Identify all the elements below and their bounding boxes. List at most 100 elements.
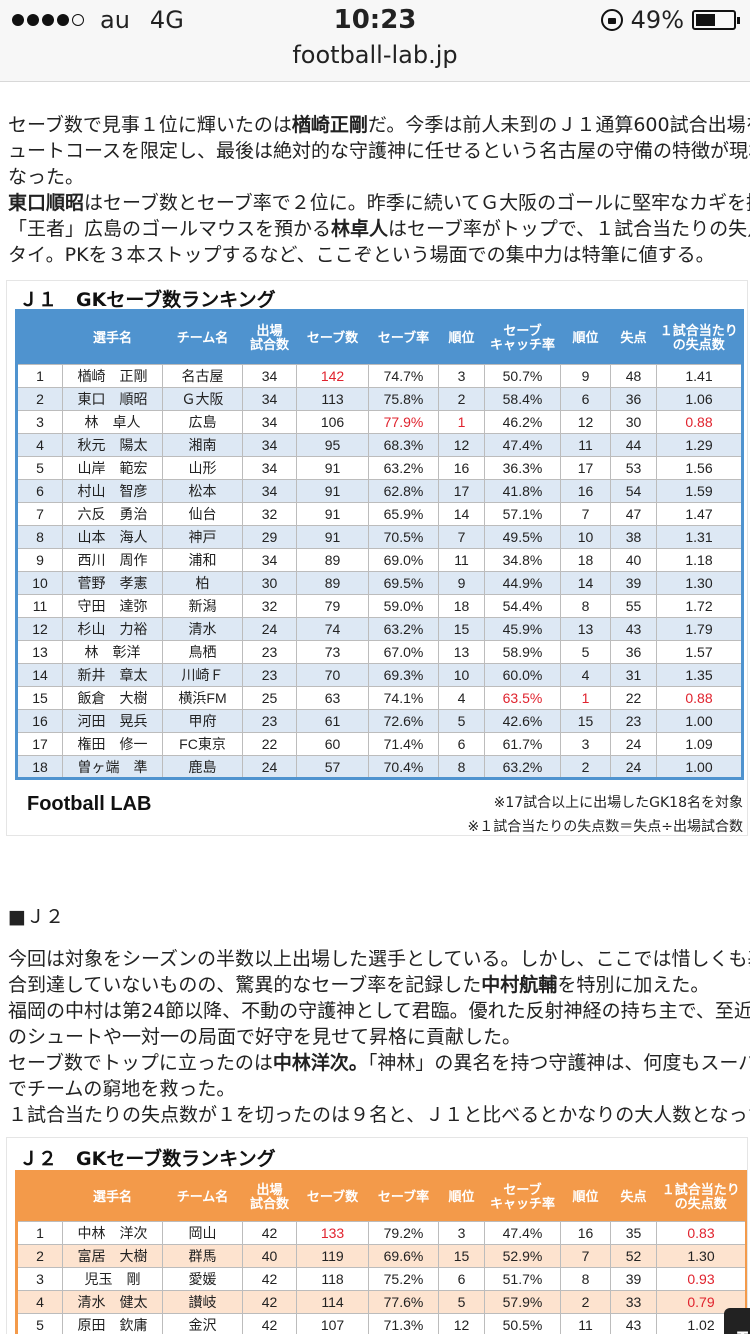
- table-cell: 63: [296, 686, 369, 710]
- table-cell: 24: [242, 617, 297, 641]
- table-cell: 77.9%: [368, 410, 439, 434]
- url-text: football-lab.jp: [292, 41, 458, 69]
- table-cell: 1.00: [656, 755, 743, 779]
- text-segment: １試合当たりの失点数が１を切ったのは９名と、Ｊ１と比べるとかなりの大人数となった…: [8, 1104, 750, 1126]
- table-cell: 1: [16, 364, 63, 388]
- table-cell: 7: [438, 525, 485, 549]
- table-cell: 44: [610, 433, 657, 457]
- table-cell: 34: [242, 410, 297, 434]
- j1-notes: ※17試合以上に出場したGK18名を対象 ※１試合当たりの失点数＝失点÷出場試合…: [468, 791, 743, 835]
- table-cell: 3: [438, 1221, 485, 1245]
- table-cell: 75.2%: [368, 1267, 439, 1291]
- scroll-to-top-button[interactable]: T: [724, 1308, 750, 1334]
- table-cell: 9: [438, 571, 485, 595]
- table-cell: 77.6%: [368, 1290, 439, 1314]
- table-cell: 飯倉 大樹: [62, 686, 163, 710]
- table-cell: 57.1%: [484, 502, 561, 526]
- table-cell: 河田 晃兵: [62, 709, 163, 733]
- table-row: 1 中林 洋次 岡山 42 133 79.2% 3 47.4% 16 35 0.83: [16, 1221, 747, 1245]
- table-cell: 35: [610, 1221, 657, 1245]
- table-cell: 69.3%: [368, 663, 439, 687]
- j1-note-criteria: ※17試合以上に出場したGK18名を対象: [493, 795, 743, 811]
- table-cell: 7: [16, 502, 63, 526]
- j2-ranking-table: 選手名 チーム名 出場 試合数 セーブ数 セーブ率 順位 セーブ キャッチ率 順位 失点 １試合当…: [15, 1170, 747, 1334]
- address-bar[interactable]: football-lab.jp: [0, 40, 750, 82]
- table-cell: 23: [242, 640, 297, 664]
- table-cell: 74: [296, 617, 369, 641]
- table-cell: 川崎Ｆ: [162, 663, 243, 687]
- table-cell: 47: [610, 502, 657, 526]
- table-cell: 30: [610, 410, 657, 434]
- table-cell: 守田 達弥: [62, 594, 163, 618]
- table-cell: 36.3%: [484, 456, 561, 480]
- table-cell: 70.4%: [368, 755, 439, 779]
- table-cell: 14: [560, 571, 611, 595]
- table-cell: 74.7%: [368, 364, 439, 388]
- table-cell: 2: [16, 387, 63, 411]
- table-cell: 67.0%: [368, 640, 439, 664]
- table-cell: 17: [560, 456, 611, 480]
- table-cell: 岡山: [162, 1221, 243, 1245]
- j2-header-cell: 出場 試合数: [249, 1182, 289, 1211]
- table-cell: 9: [560, 364, 611, 388]
- rotation-lock-icon: [600, 9, 623, 31]
- table-row: 13 林 彰洋 鳥栖 23 73 67.0% 13 58.9% 5 36 1.57: [16, 640, 743, 664]
- table-cell: 36: [610, 387, 657, 411]
- section-heading-j2: ■Ｊ２: [8, 906, 64, 928]
- table-cell: 43: [610, 617, 657, 641]
- battery-percent: 49%: [630, 6, 684, 34]
- table-cell: 18: [16, 755, 63, 779]
- table-row: 9 西川 周作 浦和 34 89 69.0% 11 34.8% 18 40 1.18: [16, 548, 743, 572]
- text-segment: を特別に加えた。: [557, 974, 710, 996]
- carrier-name: au: [100, 6, 130, 34]
- table-row: 11 守田 達弥 新潟 32 79 59.0% 18 54.4% 8 55 1.72: [16, 594, 743, 618]
- table-cell: 11: [16, 594, 63, 618]
- table-cell: 46.2%: [484, 410, 561, 434]
- table-cell: 10: [16, 571, 63, 595]
- carrier-info: au 4G: [12, 6, 184, 34]
- table-row: 4 秋元 陽太 湘南 34 95 68.3% 12 47.4% 11 44 1.29: [16, 433, 743, 457]
- table-cell: 清水 健太: [62, 1290, 163, 1314]
- table-cell: 新井 章太: [62, 663, 163, 687]
- paragraph-line: セーブ数で見事１位に輝いたのは楢崎正剛だ。今季は前人未到のＪ１通算600試合出場…: [8, 112, 750, 138]
- bold-name: 中村航輔: [481, 974, 558, 996]
- table-cell: 3: [16, 410, 63, 434]
- table-cell: 54: [610, 479, 657, 503]
- j1-header-cell: 出場 試合数: [249, 323, 289, 352]
- table-cell: FC東京: [162, 732, 243, 756]
- table-cell: 48: [610, 364, 657, 388]
- table-cell: 山形: [162, 456, 243, 480]
- table-cell: 60.0%: [484, 663, 561, 687]
- table-cell: 52: [610, 1244, 657, 1268]
- table-cell: 4: [16, 433, 63, 457]
- table-row: 4 清水 健太 讃岐 42 114 77.6% 5 57.9% 2 33 0.79: [16, 1290, 747, 1314]
- table-cell: 133: [296, 1221, 369, 1245]
- table-cell: 63.2%: [368, 617, 439, 641]
- j1-ranking-table: 選手名 チーム名 出場 試合数 セーブ数 セーブ率 順位 セーブ キャッチ率 順位 失点 １試合当…: [15, 309, 744, 780]
- table-cell: 59.0%: [368, 594, 439, 618]
- table-cell: 曽ヶ端 準: [62, 755, 163, 779]
- status-bar: au 4G 10:23 49%: [0, 0, 750, 40]
- j2-ranking-title: Ｊ２ GKセーブ数ランキング: [19, 1148, 276, 1170]
- table-cell: 群馬: [162, 1244, 243, 1268]
- paragraph-line: 福岡の中村は第24節以降、不動の守護神として君臨。優れた反射神経の持ち主で、至近…: [8, 998, 750, 1024]
- table-cell: 15: [438, 1244, 485, 1268]
- table-cell: 142: [296, 364, 369, 388]
- table-cell: 17: [16, 732, 63, 756]
- j2-header-cell: １試合当たり の失点数: [661, 1182, 740, 1211]
- table-cell: 95: [296, 433, 369, 457]
- table-cell: 柏: [162, 571, 243, 595]
- table-cell: 仙台: [162, 502, 243, 526]
- table-cell: 57: [296, 755, 369, 779]
- table-row: 10 菅野 孝憲柏 30 89 69.5% 9 44.9% 14 39 1.30: [16, 571, 743, 595]
- table-cell: 原田 欽庸: [62, 1313, 163, 1334]
- table-cell: 13: [560, 617, 611, 641]
- table-cell: 113: [296, 387, 369, 411]
- j2-header-cell: 失点: [620, 1189, 647, 1204]
- table-cell: 6: [438, 1267, 485, 1291]
- table-cell: 16: [16, 709, 63, 733]
- table-cell: 11: [560, 1313, 611, 1334]
- paragraph-line: 今回は対象をシーズンの半数以上出場した選手としている。しかし、ここでは惜しくも基…: [8, 946, 750, 972]
- table-cell: 22: [610, 686, 657, 710]
